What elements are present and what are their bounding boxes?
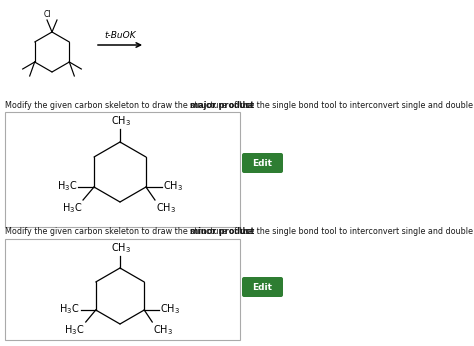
Text: Edit: Edit: [252, 282, 272, 291]
Text: Cl: Cl: [43, 10, 51, 19]
Text: t-BuOK: t-BuOK: [104, 31, 136, 40]
Text: major product: major product: [191, 100, 255, 109]
Text: H$_3$C: H$_3$C: [59, 302, 80, 316]
Text: CH$_3$: CH$_3$: [160, 302, 180, 316]
Text: CH$_3$: CH$_3$: [153, 323, 173, 337]
Text: H$_3$C: H$_3$C: [64, 323, 85, 337]
Text: . Use the single bond tool to interconvert single and double bonds.: . Use the single bond tool to interconve…: [234, 100, 474, 109]
Text: CH$_3$: CH$_3$: [111, 114, 131, 128]
FancyBboxPatch shape: [242, 153, 283, 173]
Text: Edit: Edit: [252, 158, 272, 167]
Text: CH$_3$: CH$_3$: [163, 179, 183, 193]
Text: CH$_3$: CH$_3$: [156, 201, 176, 215]
Text: . Use the single bond tool to interconvert single and double bonds.: . Use the single bond tool to interconve…: [234, 228, 474, 237]
Text: CH$_3$: CH$_3$: [111, 241, 131, 255]
Text: H$_3$C: H$_3$C: [62, 201, 82, 215]
Text: minor product: minor product: [191, 228, 255, 237]
FancyBboxPatch shape: [242, 277, 283, 297]
FancyBboxPatch shape: [5, 112, 240, 227]
Text: Modify the given carbon skeleton to draw the structure of the: Modify the given carbon skeleton to draw…: [5, 228, 255, 237]
FancyBboxPatch shape: [5, 239, 240, 340]
Text: H$_3$C: H$_3$C: [57, 179, 77, 193]
Text: Modify the given carbon skeleton to draw the structure of the: Modify the given carbon skeleton to draw…: [5, 100, 255, 109]
